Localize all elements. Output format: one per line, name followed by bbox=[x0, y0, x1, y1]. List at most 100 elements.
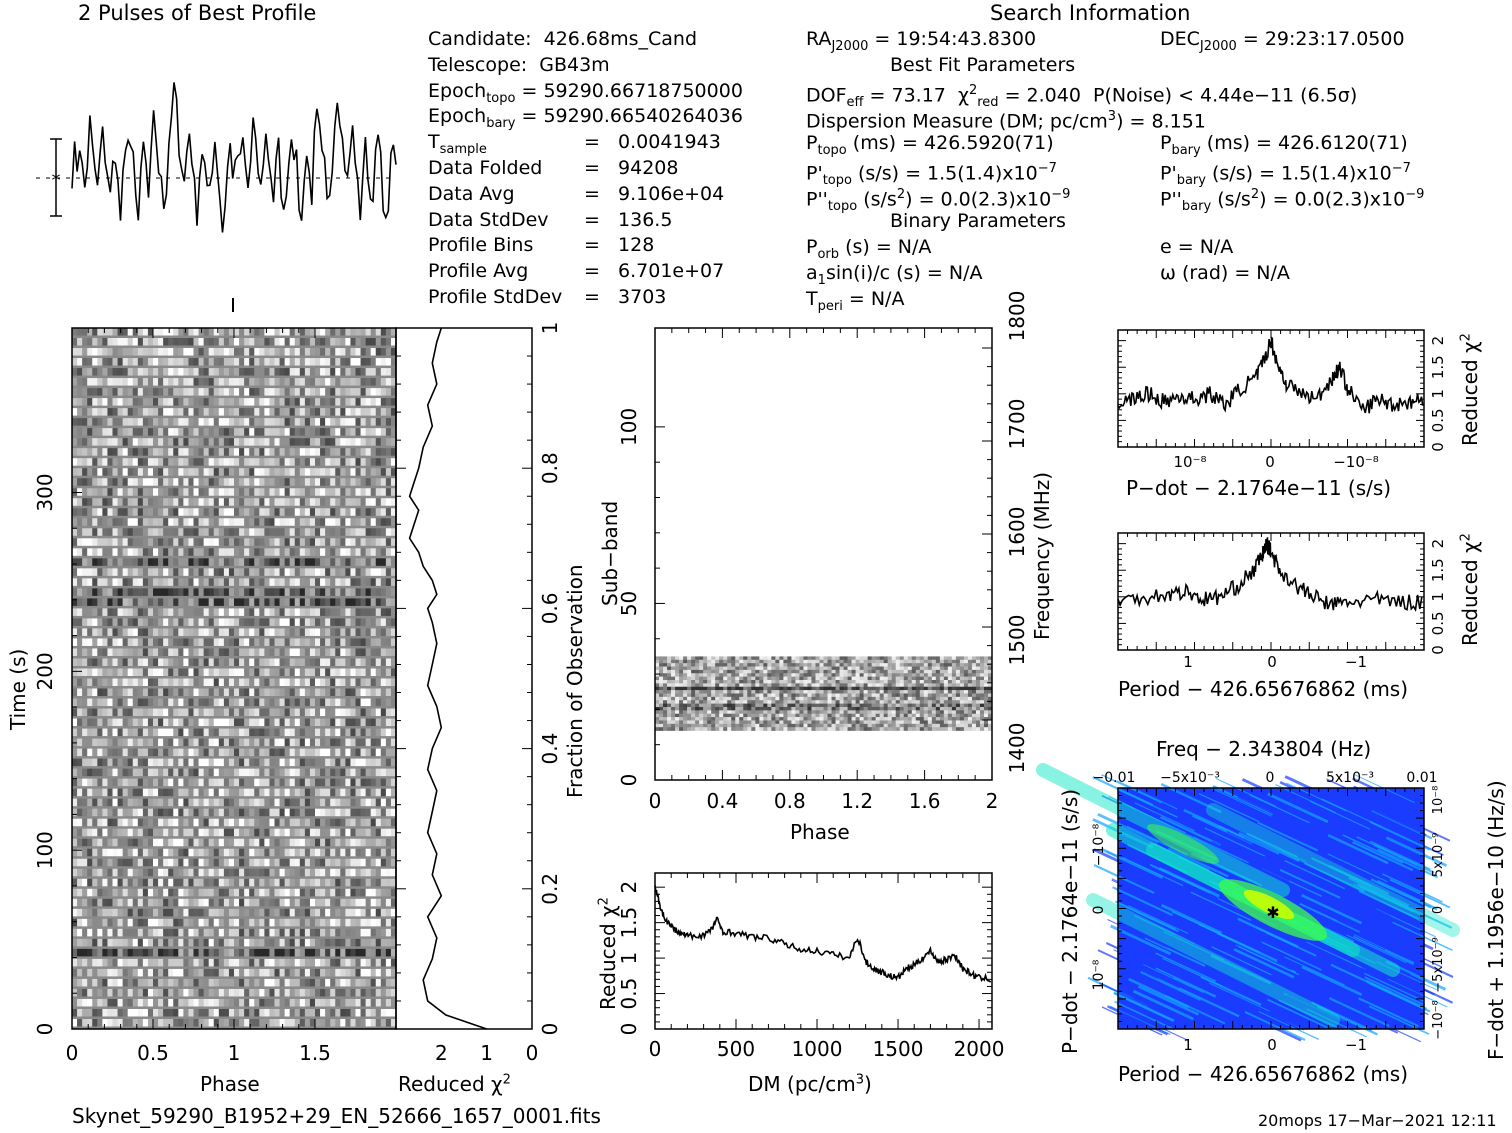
heatmap-cell bbox=[92, 828, 98, 837]
heatmap-cell bbox=[87, 978, 93, 987]
heatmap-cell bbox=[117, 428, 124, 436]
heatmap-cell bbox=[178, 638, 184, 646]
heatmap-cell bbox=[112, 948, 118, 957]
heatmap-cell bbox=[153, 358, 159, 366]
heatmap-cell bbox=[158, 368, 164, 376]
heatmap-cell bbox=[158, 348, 164, 356]
heatmap-cell bbox=[350, 368, 356, 376]
heatmap-cell bbox=[193, 398, 199, 406]
heatmap-cell bbox=[259, 548, 265, 556]
heatmap-cell bbox=[249, 428, 255, 436]
heatmap-cell bbox=[375, 568, 382, 576]
subband-cell bbox=[815, 663, 820, 667]
heatmap-cell bbox=[178, 828, 184, 837]
heatmap-cell bbox=[102, 398, 108, 406]
heatmap-cell bbox=[87, 738, 93, 747]
heatmap-cell bbox=[223, 358, 230, 366]
heatmap-cell bbox=[82, 558, 88, 566]
heatmap-cell bbox=[380, 538, 387, 546]
heatmap-cell bbox=[147, 558, 154, 566]
heatmap-cell bbox=[183, 948, 189, 957]
heatmap-cell bbox=[304, 918, 311, 927]
heatmap-cell bbox=[223, 908, 230, 917]
heatmap-cell bbox=[223, 488, 230, 496]
subband-cell bbox=[687, 666, 692, 671]
heatmap-cell bbox=[274, 478, 280, 486]
heatmap-cell bbox=[239, 508, 245, 516]
heatmap-cell bbox=[254, 898, 260, 907]
heatmap-cell bbox=[183, 708, 189, 717]
heatmap-cell bbox=[360, 998, 367, 1007]
heatmap-cell bbox=[294, 1018, 301, 1027]
heatmap-cell bbox=[320, 348, 326, 356]
heatmap-cell bbox=[355, 748, 361, 757]
heatmap-cell bbox=[87, 508, 93, 516]
heatmap-cell bbox=[188, 938, 194, 947]
heatmap-cell bbox=[107, 668, 113, 676]
heatmap-cell bbox=[173, 808, 179, 817]
heatmap-cell bbox=[228, 828, 235, 837]
heatmap-cell bbox=[223, 1008, 230, 1017]
profile-title: 2 Pulses of Best Profile bbox=[78, 1, 317, 25]
heatmap-cell bbox=[234, 538, 240, 546]
heatmap-cell bbox=[325, 478, 331, 486]
heatmap-cell bbox=[264, 758, 270, 767]
heatmap-cell bbox=[193, 748, 199, 757]
heatmap-cell bbox=[87, 818, 93, 827]
heatmap-cell bbox=[269, 978, 275, 987]
heatmap-cell bbox=[92, 358, 98, 366]
subband-cell bbox=[679, 663, 684, 667]
heatmap-cell bbox=[97, 858, 103, 867]
heatmap-cell bbox=[208, 478, 215, 486]
heatmap-cell bbox=[208, 768, 215, 777]
heatmap-cell bbox=[163, 648, 169, 656]
heatmap-cell bbox=[137, 528, 144, 536]
heatmap-cell bbox=[153, 708, 159, 717]
heatmap-cell bbox=[77, 848, 83, 857]
heatmap-cell bbox=[223, 838, 230, 847]
heatmap-cell bbox=[244, 858, 250, 867]
heatmap-cell bbox=[355, 538, 361, 546]
heatmap-cell bbox=[72, 568, 78, 576]
heatmap-cell bbox=[370, 968, 377, 977]
heatmap-cell bbox=[309, 438, 316, 446]
heatmap-cell bbox=[360, 558, 367, 566]
heatmap-cell bbox=[178, 838, 184, 847]
heatmap-cell bbox=[249, 768, 255, 777]
subband-cell bbox=[815, 659, 820, 664]
heatmap-cell bbox=[218, 568, 225, 576]
heatmap-cell bbox=[360, 908, 367, 917]
heatmap-cell bbox=[158, 658, 164, 666]
heatmap-cell bbox=[244, 378, 250, 386]
heatmap-cell bbox=[142, 738, 149, 747]
heatmap-cell bbox=[259, 978, 265, 987]
heatmap-cell bbox=[198, 428, 205, 436]
heatmap-cell bbox=[299, 788, 306, 797]
heatmap-cell bbox=[345, 878, 351, 887]
heatmap-cell bbox=[284, 898, 291, 907]
heatmap-cell bbox=[183, 658, 189, 666]
heatmap-cell bbox=[284, 908, 291, 917]
heatmap-cell bbox=[385, 548, 392, 556]
heatmap-cell bbox=[279, 768, 286, 777]
heatmap-cell bbox=[274, 758, 280, 767]
heatmap-cell bbox=[97, 468, 103, 476]
heatmap-cell bbox=[77, 578, 83, 586]
heatmap-cell bbox=[244, 508, 250, 516]
heatmap-cell bbox=[385, 448, 392, 456]
heatmap-cell bbox=[163, 858, 169, 867]
heatmap-cell bbox=[264, 778, 270, 787]
heatmap-cell bbox=[309, 788, 316, 797]
heatmap-cell bbox=[234, 868, 240, 877]
heatmap-cell bbox=[315, 868, 321, 877]
info-label: Telescope: bbox=[428, 53, 528, 76]
heatmap-cell bbox=[168, 808, 174, 817]
heatmap-cell bbox=[87, 828, 93, 837]
heatmap-cell bbox=[77, 828, 83, 837]
heatmap-cell bbox=[249, 618, 255, 626]
heatmap-cell bbox=[294, 628, 301, 636]
heatmap-cell bbox=[132, 968, 139, 977]
heatmap-cell bbox=[102, 368, 108, 376]
heatmap-cell bbox=[147, 438, 154, 446]
heatmap-cell bbox=[163, 468, 169, 476]
